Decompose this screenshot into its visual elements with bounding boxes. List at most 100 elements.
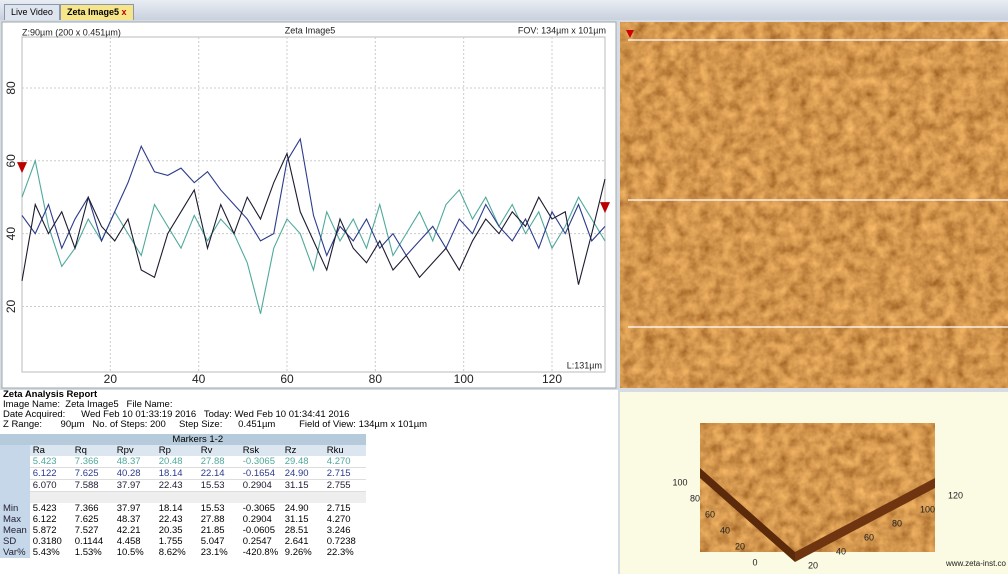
footer: www.zeta-inst.co — [945, 559, 1007, 568]
cell: 8.62% — [156, 547, 198, 558]
cell: 1.53% — [72, 547, 114, 558]
axis-label-3d: 0 — [752, 557, 757, 567]
axis-label-3d: 20 — [808, 560, 818, 570]
stat-row: Var%5.43%1.53%10.5%8.62%23.1%-420.8%9.26… — [0, 547, 366, 558]
cell: 9.26% — [282, 547, 324, 558]
cell: 2.715 — [324, 503, 366, 514]
cell: 5.43% — [30, 547, 72, 558]
data-row: 6.1227.62540.2818.1422.14-0.165424.902.7… — [0, 468, 366, 480]
cell: 0.2547 — [240, 536, 282, 547]
x-tick-label: 20 — [104, 372, 118, 386]
column-header: Rpv — [114, 445, 156, 456]
y-tick-label: 60 — [4, 154, 18, 168]
cell: -0.0605 — [240, 525, 282, 536]
cell: 2.641 — [282, 536, 324, 547]
screen: Live Video Zeta Image5 x 204060801001202… — [0, 0, 1008, 574]
column-header: Rq — [72, 445, 114, 456]
header-row: Markers 1-2 — [0, 434, 366, 445]
cell: 2.715 — [324, 468, 366, 480]
axis-label-3d: 80 — [892, 518, 902, 528]
corner — [0, 445, 30, 456]
cell: 22.43 — [156, 514, 198, 525]
fov-label: FOV: 134µm x 101µm — [518, 25, 606, 35]
y-tick-label: 20 — [4, 299, 18, 313]
x-tick-label: 80 — [369, 372, 383, 386]
cell: 0.1144 — [72, 536, 114, 547]
axis-label-3d: 40 — [720, 525, 730, 535]
cell: 48.37 — [114, 456, 156, 468]
cell: 7.366 — [72, 503, 114, 514]
cell: 7.366 — [72, 456, 114, 468]
cell: -0.3065 — [240, 456, 282, 468]
cell: 27.88 — [198, 456, 240, 468]
cell: 22.43 — [156, 480, 198, 492]
cell: 4.270 — [324, 514, 366, 525]
page: {"tabs": ["Live Video", "Zeta Image5"], … — [0, 0, 1008, 574]
row-label — [0, 492, 30, 504]
cell: 31.15 — [282, 514, 324, 525]
cell: 18.14 — [156, 503, 198, 514]
x-tick-label: 120 — [542, 372, 562, 386]
cell: 31.15 — [282, 480, 324, 492]
cell: 37.97 — [114, 503, 156, 514]
chart-title: Zeta Image5 — [285, 25, 336, 35]
cell: 0.2904 — [240, 480, 282, 492]
chart-panel — [2, 22, 616, 388]
cell: 6.122 — [30, 468, 72, 480]
cell: 23.1% — [198, 547, 240, 558]
cell: 0.2904 — [240, 514, 282, 525]
axis-label-3d: 120 — [948, 490, 963, 500]
cell: 0.7238 — [324, 536, 366, 547]
cell: 6.122 — [30, 514, 72, 525]
row-label: Var% — [0, 547, 30, 558]
axis-label-3d: 100 — [672, 477, 687, 487]
y-tick-label: 80 — [4, 81, 18, 95]
cell: -0.3065 — [240, 503, 282, 514]
cell: 24.90 — [282, 503, 324, 514]
cell: 10.5% — [114, 547, 156, 558]
column-header: Rku — [324, 445, 366, 456]
cell: 4.270 — [324, 456, 366, 468]
cell: 3.246 — [324, 525, 366, 536]
cell: -0.1654 — [240, 468, 282, 480]
row-label — [0, 480, 30, 492]
x-tick-label: 100 — [454, 372, 474, 386]
row-label: Min — [0, 503, 30, 514]
x-tick-label: 60 — [280, 372, 294, 386]
cell: 7.527 — [72, 525, 114, 536]
surface-image — [620, 22, 1008, 388]
cell: 40.28 — [114, 468, 156, 480]
cell: 18.14 — [156, 468, 198, 480]
corner — [0, 434, 30, 445]
cell: 7.625 — [72, 468, 114, 480]
report-panel: Zeta Analysis Report Image Name: Zeta Im… — [0, 390, 618, 574]
row-label — [0, 468, 30, 480]
cell: 6.070 — [30, 480, 72, 492]
cell: 29.48 — [282, 456, 324, 468]
cell: 7.588 — [72, 480, 114, 492]
cell: 20.35 — [156, 525, 198, 536]
cell: 22.3% — [324, 547, 366, 558]
length-label: L:131µm — [567, 360, 602, 370]
axis-label-3d: 60 — [864, 532, 874, 542]
cell: 42.21 — [114, 525, 156, 536]
y-tick-label: 40 — [4, 227, 18, 241]
row-label: Mean — [0, 525, 30, 536]
cell: 24.90 — [282, 468, 324, 480]
column-header: Ra — [30, 445, 72, 456]
cell: 15.53 — [198, 480, 240, 492]
spacer — [30, 492, 366, 504]
axis-label-3d: 60 — [705, 509, 715, 519]
cell: 5.423 — [30, 503, 72, 514]
row-label — [0, 456, 30, 468]
axis-label-3d: 80 — [690, 493, 700, 503]
cell: 15.53 — [198, 503, 240, 514]
cell: 5.047 — [198, 536, 240, 547]
row-label: SD — [0, 536, 30, 547]
group-header: Markers 1-2 — [30, 434, 366, 445]
cell: 0.3180 — [30, 536, 72, 547]
cell: 28.51 — [282, 525, 324, 536]
